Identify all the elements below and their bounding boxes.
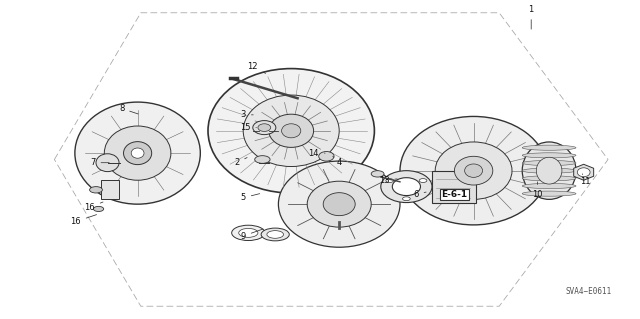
Text: 9: 9 xyxy=(241,229,263,241)
Text: 5: 5 xyxy=(241,193,260,202)
Text: 7: 7 xyxy=(90,158,109,167)
Ellipse shape xyxy=(208,69,374,193)
Ellipse shape xyxy=(232,225,265,241)
Ellipse shape xyxy=(243,95,339,167)
Text: 15: 15 xyxy=(240,123,257,132)
Ellipse shape xyxy=(522,176,576,181)
Ellipse shape xyxy=(93,206,104,211)
Ellipse shape xyxy=(323,193,355,216)
Ellipse shape xyxy=(392,178,420,196)
Text: 3: 3 xyxy=(241,110,253,119)
Ellipse shape xyxy=(381,171,432,203)
Ellipse shape xyxy=(124,142,152,165)
Bar xyxy=(101,180,119,199)
Text: 1: 1 xyxy=(529,5,534,29)
Ellipse shape xyxy=(75,102,200,204)
Text: 10: 10 xyxy=(532,182,543,199)
Ellipse shape xyxy=(522,191,576,196)
Ellipse shape xyxy=(454,156,493,185)
Text: 6: 6 xyxy=(413,190,426,199)
Ellipse shape xyxy=(522,153,576,158)
Ellipse shape xyxy=(90,187,102,193)
Text: 12: 12 xyxy=(248,63,266,73)
Text: 13: 13 xyxy=(379,176,397,185)
Ellipse shape xyxy=(536,157,562,184)
Bar xyxy=(432,171,476,203)
Ellipse shape xyxy=(371,171,384,177)
Ellipse shape xyxy=(419,179,427,182)
Ellipse shape xyxy=(253,121,276,135)
Ellipse shape xyxy=(261,228,289,241)
Ellipse shape xyxy=(278,161,400,247)
Ellipse shape xyxy=(282,124,301,138)
Ellipse shape xyxy=(131,148,144,158)
Ellipse shape xyxy=(522,145,576,150)
Text: 8: 8 xyxy=(119,104,138,114)
Ellipse shape xyxy=(403,197,410,201)
Ellipse shape xyxy=(577,168,590,177)
Ellipse shape xyxy=(104,126,171,180)
Polygon shape xyxy=(573,164,594,180)
Ellipse shape xyxy=(522,168,576,173)
Ellipse shape xyxy=(258,124,271,131)
Ellipse shape xyxy=(307,181,371,227)
Text: 4: 4 xyxy=(333,156,342,167)
Ellipse shape xyxy=(386,179,394,182)
Text: 16: 16 xyxy=(84,202,103,212)
Text: SVA4−E0611: SVA4−E0611 xyxy=(566,287,612,296)
Ellipse shape xyxy=(522,160,576,166)
Text: 2: 2 xyxy=(234,158,247,167)
Text: 16: 16 xyxy=(70,215,97,226)
Ellipse shape xyxy=(522,142,576,199)
Text: 11: 11 xyxy=(580,174,591,186)
Text: 14: 14 xyxy=(308,149,325,158)
Ellipse shape xyxy=(319,152,334,161)
Ellipse shape xyxy=(465,164,483,177)
Ellipse shape xyxy=(267,231,284,238)
Ellipse shape xyxy=(239,228,258,237)
Ellipse shape xyxy=(255,156,270,163)
Text: E-6-1: E-6-1 xyxy=(442,190,467,199)
Ellipse shape xyxy=(269,114,314,147)
Ellipse shape xyxy=(435,142,512,199)
Ellipse shape xyxy=(96,154,119,172)
Ellipse shape xyxy=(400,116,547,225)
Ellipse shape xyxy=(522,183,576,189)
